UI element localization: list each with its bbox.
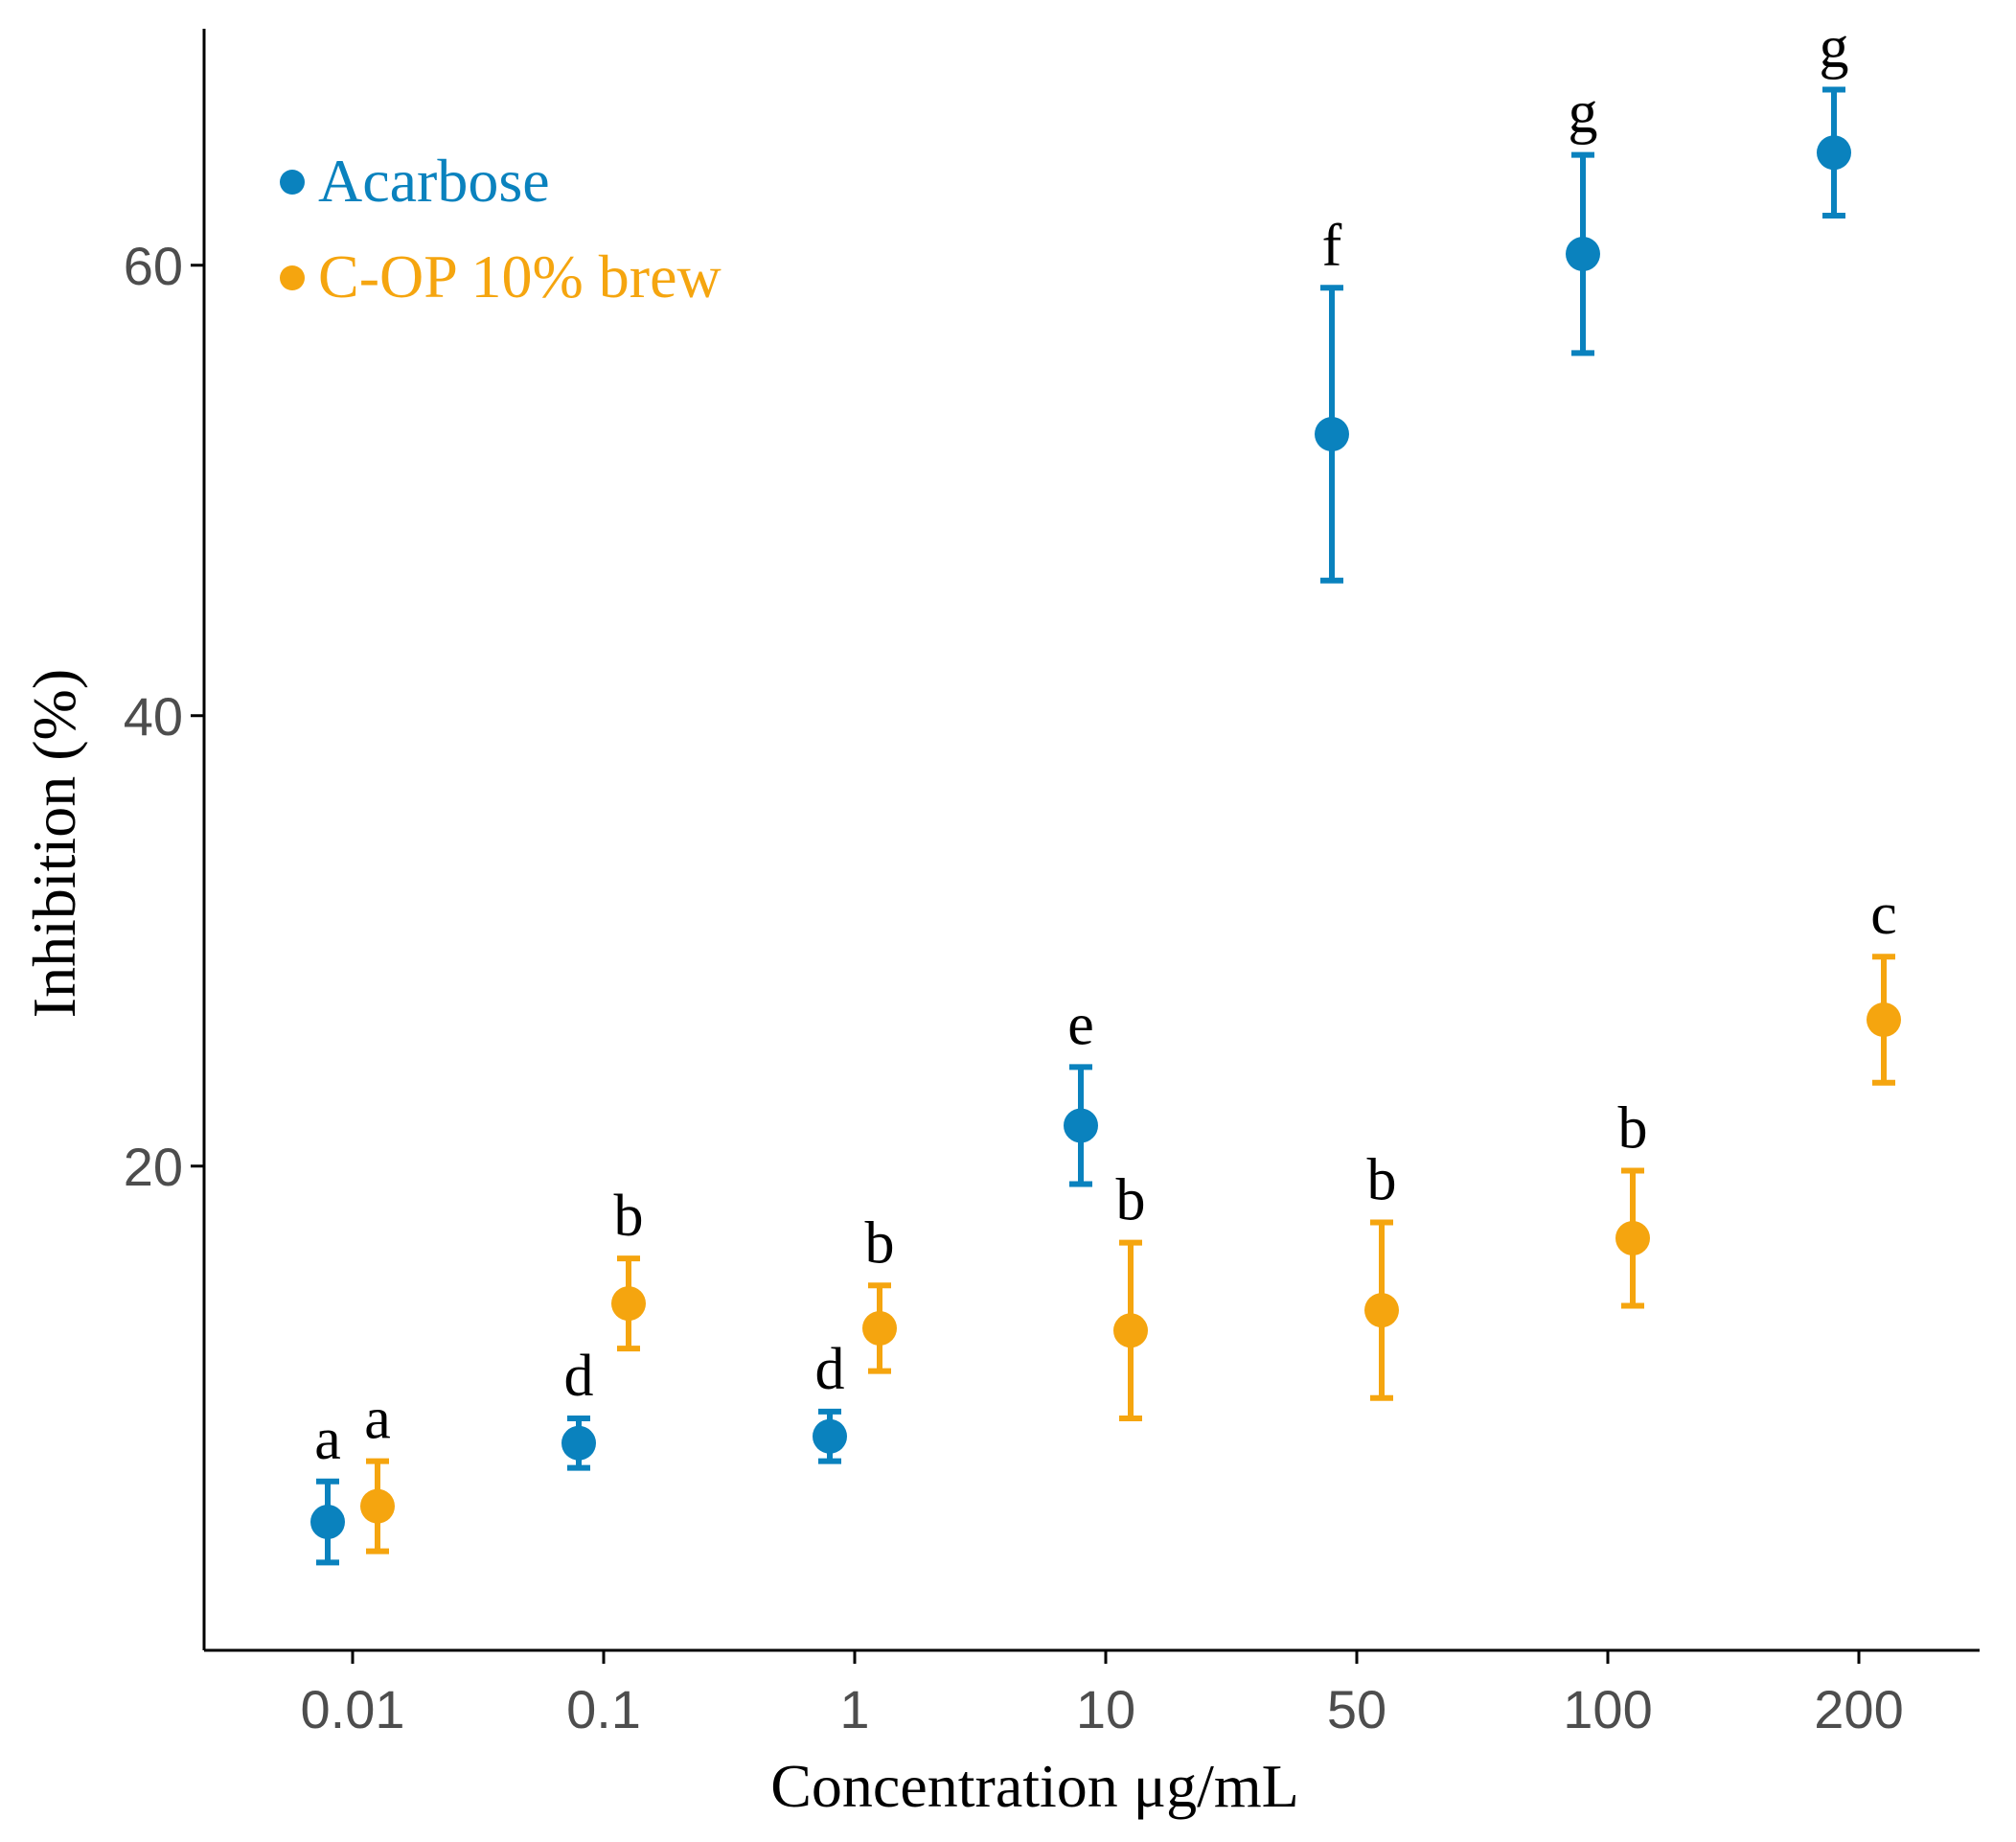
data-point [310,1505,345,1540]
significance-letter: a [364,1387,391,1452]
legend-label: Acarbose [318,147,550,215]
significance-letter: f [1322,213,1342,278]
x-tick-label: 10 [1076,1679,1135,1739]
significance-letter: c [1870,882,1897,947]
data-point [360,1488,395,1524]
data-point [813,1418,847,1454]
significance-letter: b [614,1184,644,1249]
legend: Acarbose C-OP 10% brew [280,147,722,311]
x-tick-label: 50 [1327,1679,1386,1739]
data-point [1113,1313,1148,1348]
significance-letter: g [1569,81,1598,146]
data-point [1867,1002,1901,1037]
x-tick-label: 0.1 [566,1679,641,1739]
data-point [561,1425,596,1461]
x-tick-label: 200 [1814,1679,1903,1739]
significance-letter: d [815,1337,845,1402]
legend-marker [280,170,305,195]
x-tick-label: 0.01 [301,1679,405,1739]
y-tick-label: 20 [124,1137,183,1197]
significance-letter: a [314,1407,341,1472]
significance-letter: g [1820,14,1849,80]
x-tick-label: 1 [839,1679,869,1739]
data-point [611,1286,646,1322]
data-point [1615,1220,1650,1255]
significance-letter: e [1067,992,1094,1057]
x-tick-label: 100 [1563,1679,1652,1739]
y-tick-label: 60 [124,236,183,296]
legend-label: C-OP 10% brew [318,242,722,311]
significance-letter: b [1116,1168,1146,1233]
legend-marker [280,265,305,290]
data-point [862,1310,897,1346]
x-axis-ticks: 0.01 0.1 1 10 50 100 200 [301,1650,1904,1739]
y-axis-ticks: 20 40 60 [124,236,204,1197]
y-tick-label: 40 [124,686,183,747]
data-point [1817,135,1851,171]
significance-letter: d [564,1344,594,1409]
data-point [1364,1293,1399,1328]
x-axis-title: Concentration μg/mL [770,1752,1299,1820]
y-axis-title: Inhibition (%) [20,669,88,1018]
data-point [1315,417,1349,451]
data-point [1064,1108,1098,1143]
plot-marks: a d d e f g g a b b b b b c [310,14,1901,1566]
significance-letter: b [1367,1148,1397,1213]
significance-letter: b [865,1210,895,1276]
significance-letter: b [1618,1095,1648,1161]
data-point [1566,237,1600,271]
